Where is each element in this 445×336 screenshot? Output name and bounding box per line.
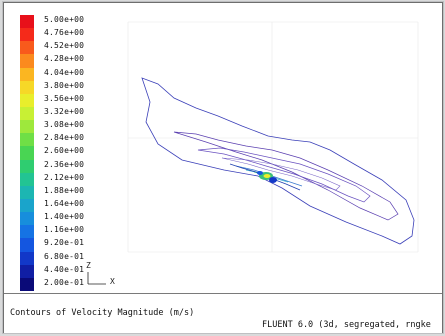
legend-label: 2.12e+00 — [44, 172, 85, 182]
axis-z-label: Z — [86, 261, 91, 270]
legend-swatch — [20, 199, 34, 213]
legend-swatch — [20, 251, 34, 266]
legend-label: 4.76e+00 — [44, 28, 85, 38]
legend-swatch — [20, 133, 34, 147]
axis-x-label: X — [110, 277, 115, 286]
legend-label: 5.00e+00 — [44, 15, 85, 24]
mesh-grid — [127, 21, 419, 253]
legend-swatch — [20, 172, 34, 187]
jet-hotspot-core — [263, 174, 271, 178]
axis-triad-lines — [87, 272, 106, 285]
axis-triad: Z X — [82, 261, 122, 290]
legend-swatch — [20, 80, 34, 95]
legend-swatch — [20, 264, 34, 279]
legend-swatch — [20, 41, 34, 55]
plot-area[interactable]: 5.00e+00 4.76e+00 4.52e+00 4.28e+00 4.04e+00… — [10, 10, 438, 292]
contour-mid — [197, 147, 371, 203]
legend-label: 3.08e+00 — [44, 120, 85, 130]
contour-view — [127, 21, 419, 253]
legend-swatch — [20, 159, 34, 174]
legend-swatch — [20, 28, 34, 42]
legend-swatch — [20, 107, 34, 121]
legend-label: 3.32e+00 — [44, 107, 85, 116]
jet-blue-2 — [257, 171, 263, 175]
legend-label: 2.84e+00 — [44, 133, 85, 143]
legend-swatch — [20, 185, 34, 200]
caption-bar: Contours of Velocity Magnitude (m/s) FLU… — [4, 293, 442, 333]
legend-label: 2.60e+00 — [44, 146, 85, 156]
plot-title: Contours of Velocity Magnitude (m/s) — [10, 308, 195, 318]
legend-label: 1.64e+00 — [44, 199, 85, 208]
legend-label: 3.80e+00 — [44, 80, 85, 90]
legend-label: 4.28e+00 — [44, 54, 85, 64]
legend-swatch — [20, 225, 34, 239]
legend-swatch — [20, 238, 34, 253]
legend-label: 6.80e-01 — [44, 251, 85, 261]
solver-info: FLUENT 6.0 (3d, segregated, rngke — [262, 320, 431, 330]
legend-swatch — [20, 93, 34, 108]
legend-label: 1.88e+00 — [44, 185, 85, 195]
contour-outer — [141, 77, 415, 245]
legend-swatch — [20, 212, 34, 226]
legend-swatch — [20, 120, 34, 134]
color-legend: 5.00e+00 4.76e+00 4.52e+00 4.28e+00 4.04e+00… — [20, 15, 84, 292]
legend-label: 4.04e+00 — [44, 67, 85, 77]
legend-label: 1.16e+00 — [44, 225, 85, 235]
legend-swatch — [20, 54, 34, 69]
legend-swatch — [20, 67, 34, 82]
legend-label: 2.00e-01 — [44, 277, 85, 287]
legend-label: 3.56e+00 — [44, 93, 85, 103]
legend-label: 2.36e+00 — [44, 159, 85, 169]
graphics-window: 5.00e+00 4.76e+00 4.52e+00 4.28e+00 4.04e+00… — [3, 2, 443, 333]
jet-blue — [269, 177, 277, 183]
contour-inner — [221, 157, 341, 191]
legend-label: 1.40e+00 — [44, 212, 85, 222]
legend-label: 4.52e+00 — [44, 41, 85, 51]
legend-label: 9.20e-01 — [44, 238, 85, 248]
legend-swatch — [20, 277, 34, 292]
legend-swatch — [20, 15, 34, 29]
legend-label: 4.40e-01 — [44, 264, 85, 274]
legend-swatch — [20, 146, 34, 161]
contour-outer-2 — [173, 131, 399, 221]
